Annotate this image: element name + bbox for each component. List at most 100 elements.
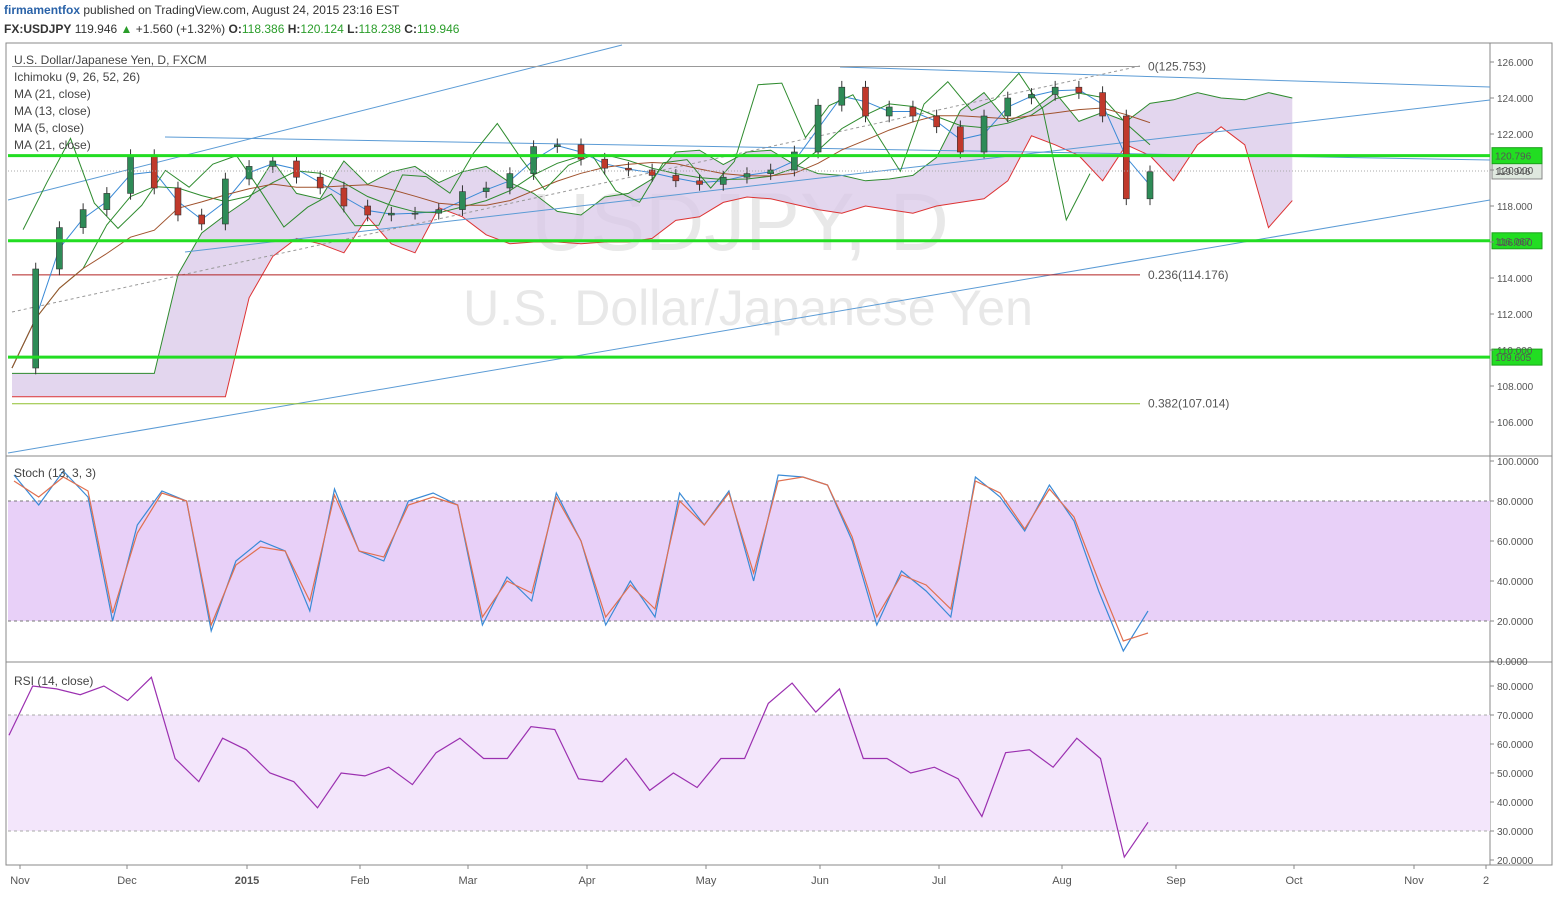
candle-body xyxy=(625,167,632,171)
candle-body xyxy=(1099,92,1106,117)
candle-body xyxy=(719,176,727,185)
price-axis-label: 110.000 xyxy=(1497,346,1533,357)
publish-header: firmamentfox published on TradingView.co… xyxy=(4,3,399,17)
price-axis-label: 120.000 xyxy=(1497,166,1534,177)
time-axis-label: Nov xyxy=(10,875,30,887)
candle-body xyxy=(245,166,253,180)
rsi-title[interactable]: RSI (14, close) xyxy=(14,674,93,688)
stoch-title[interactable]: Stoch (13, 3, 3) xyxy=(14,466,96,480)
fib-trend-line xyxy=(11,65,1141,313)
candle-body xyxy=(1051,86,1059,95)
candle-body xyxy=(32,268,40,369)
time-axis-label: Apr xyxy=(578,875,595,887)
stoch-axis-label: 0.0000 xyxy=(1497,657,1528,668)
candle-body xyxy=(506,173,514,189)
low-value: 118.238 xyxy=(358,22,401,36)
candle-body xyxy=(150,155,158,189)
candle-body xyxy=(1004,97,1012,117)
indicator-ichimoku[interactable]: Ichimoku (9, 26, 52, 26) xyxy=(14,70,140,84)
candle-body xyxy=(103,193,111,210)
trend-line-3 xyxy=(184,99,1491,253)
candle-body xyxy=(127,155,134,194)
last-price-label: 119.946 xyxy=(1495,167,1531,178)
candle-body xyxy=(553,144,561,147)
indicator-ma21[interactable]: MA (21, close) xyxy=(14,87,91,101)
candle-body xyxy=(933,115,940,128)
time-axis-label: Dec xyxy=(117,875,137,887)
price-change: +1.560 (+1.32%) xyxy=(135,22,226,36)
indicator-ma5[interactable]: MA (5, close) xyxy=(14,121,84,135)
candle-body xyxy=(364,205,371,216)
moving-average-2 xyxy=(11,107,1151,369)
published-text: published on TradingView.com, August 24,… xyxy=(83,3,400,17)
watermark-name: U.S. Dollar/Japanese Yen xyxy=(463,280,1033,336)
candle-body xyxy=(767,169,774,174)
candle-body xyxy=(222,178,229,225)
time-axis-label: 2 xyxy=(1483,875,1489,887)
price-axis-label: 116.000 xyxy=(1497,238,1533,249)
candle-body xyxy=(743,173,751,178)
indicator-ma21b[interactable]: MA (21, close) xyxy=(14,138,91,152)
chart-frame xyxy=(5,42,1553,866)
time-axis-label: Oct xyxy=(1285,875,1302,887)
ichimoku-lagging-span xyxy=(22,72,1091,230)
symbol-header: FX:USDJPY 119.946 ▲ +1.560 (+1.32%) O:11… xyxy=(4,22,459,36)
candle-body xyxy=(340,187,348,207)
fib-level-label-2: 0.382(107.014) xyxy=(1148,397,1229,411)
candle-body xyxy=(838,86,846,106)
candle-body xyxy=(79,209,87,228)
open-value: 118.386 xyxy=(241,22,285,36)
time-axis-label: May xyxy=(696,875,717,887)
stoch-axis-label: 20.0000 xyxy=(1497,617,1534,628)
candle-body xyxy=(293,160,300,178)
close-label: C: xyxy=(404,22,417,36)
candle-body xyxy=(411,212,419,215)
candle-body xyxy=(957,126,964,153)
rsi-axis-label: 20.0000 xyxy=(1497,856,1534,867)
indicator-ma13[interactable]: MA (13, close) xyxy=(14,104,91,118)
candle-body xyxy=(885,106,893,117)
support-level-box-1 xyxy=(1491,232,1543,250)
rsi-line-0 xyxy=(8,676,1149,859)
candle-body xyxy=(316,176,324,189)
last-price: 119.946 xyxy=(74,22,118,36)
price-axis-label: 122.000 xyxy=(1497,130,1534,141)
stoch-axis-label: 80.0000 xyxy=(1497,497,1534,508)
stoch-band xyxy=(8,501,1490,621)
candle-body xyxy=(174,187,182,216)
symbol-label: FX:USDJPY xyxy=(4,22,72,36)
rsi-axis-label: 70.0000 xyxy=(1497,711,1534,722)
fib-level-label-1: 0.236(114.176) xyxy=(1148,268,1229,282)
candle-body xyxy=(388,212,395,216)
candle-body xyxy=(1122,115,1130,200)
author-link[interactable]: firmamentfox xyxy=(4,3,81,17)
candle-body xyxy=(862,86,869,117)
fib-level-label-0: 0(125.753) xyxy=(1148,59,1206,73)
support-level-box-0 xyxy=(1491,147,1543,165)
candle-body xyxy=(435,209,443,214)
support-level-box-2 xyxy=(1491,348,1543,366)
support-level-label-1: 116.067 xyxy=(1495,237,1531,248)
main-title: U.S. Dollar/Japanese Yen, D, FXCM xyxy=(14,53,207,67)
candle-body xyxy=(1075,86,1083,93)
price-axis-label: 108.000 xyxy=(1497,382,1534,393)
rsi-axis-label: 50.0000 xyxy=(1497,769,1534,780)
candle-body xyxy=(1146,171,1154,200)
stoch-line-1 xyxy=(13,476,1149,642)
stoch-axis-label: 60.0000 xyxy=(1497,537,1534,548)
candle-body xyxy=(1028,94,1035,99)
time-axis-label: Aug xyxy=(1052,875,1072,887)
price-axis-label: 126.000 xyxy=(1497,58,1534,69)
price-axis-label: 114.000 xyxy=(1497,274,1533,285)
price-axis-label: 106.000 xyxy=(1497,418,1534,429)
price-axis-label: 112.000 xyxy=(1497,310,1533,321)
candle-body xyxy=(672,175,680,182)
high-label: H: xyxy=(287,22,301,36)
price-axis-label: 124.000 xyxy=(1497,94,1534,105)
rsi-axis-label: 30.0000 xyxy=(1497,827,1534,838)
candle-body xyxy=(980,115,988,153)
trend-line-0 xyxy=(7,44,623,201)
change-up-icon: ▲ xyxy=(120,22,133,36)
rsi-axis-label: 40.0000 xyxy=(1497,798,1534,809)
